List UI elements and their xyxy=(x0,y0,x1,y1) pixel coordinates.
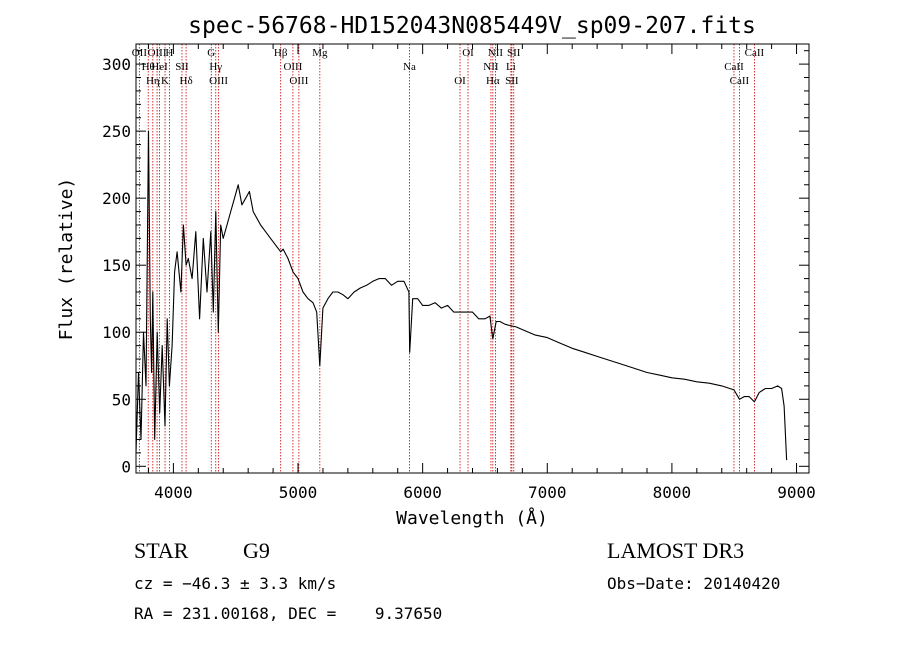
line-label: CaII xyxy=(730,75,750,87)
line-label: Hγ xyxy=(209,61,222,73)
line-label: HeI xyxy=(151,61,168,73)
y-tick-label: 300 xyxy=(102,55,131,74)
line-label: Li xyxy=(506,61,516,73)
line-labels: OIIHθHηOIIIHeIKHSIIHδGHγOIIIHβOIIIOIIIMg… xyxy=(132,47,765,87)
y-tick-label: 150 xyxy=(102,256,131,275)
line-label: CaII xyxy=(745,47,765,59)
x-tick-label: 5000 xyxy=(279,483,318,502)
line-label: OIII xyxy=(209,75,228,87)
y-axis: 0 50 100 150 200 250 300 xyxy=(102,50,809,476)
line-label: OIII xyxy=(148,47,167,59)
line-label: SII xyxy=(175,61,189,73)
x-tick-label: 4000 xyxy=(154,483,193,502)
y-axis-label: Flux (relative) xyxy=(56,178,77,341)
spectrum-line xyxy=(135,130,788,461)
survey-name: LAMOST DR3 xyxy=(607,538,745,563)
x-tick-label: 7000 xyxy=(528,483,567,502)
redshift-velocity: cz = −46.3 ± 3.3 km/s xyxy=(134,574,337,593)
line-label: G xyxy=(207,47,215,59)
object-subclass: G9 xyxy=(243,538,270,563)
line-label: SII xyxy=(507,47,521,59)
y-tick-label: 200 xyxy=(102,189,131,208)
line-label: Na xyxy=(403,61,416,73)
line-label: Hα xyxy=(486,75,500,87)
line-label: OI xyxy=(462,47,474,59)
spectrum-chart: spec-56768-HD152043N085449V_sp09-207.fit… xyxy=(56,13,816,529)
x-tick-label: 6000 xyxy=(403,483,442,502)
line-label: OIII xyxy=(283,61,302,73)
line-label: OIII xyxy=(289,75,308,87)
object-class: STAR xyxy=(134,538,189,563)
line-label: Hη xyxy=(146,75,160,87)
x-axis-label: Wavelength (Å) xyxy=(396,507,548,529)
line-label: Hβ xyxy=(274,47,288,59)
line-label: NII xyxy=(483,61,499,73)
chart-title: spec-56768-HD152043N085449V_sp09-207.fit… xyxy=(188,13,756,39)
y-tick-label: 50 xyxy=(112,390,131,409)
line-label: Hδ xyxy=(180,75,193,87)
line-label: H xyxy=(165,47,173,59)
line-label: Mg xyxy=(312,47,328,59)
line-label: SII xyxy=(505,75,519,87)
coordinates: RA = 231.00168, DEC = 9.37650 xyxy=(134,604,443,623)
y-tick-label: 0 xyxy=(121,457,131,476)
x-tick-label: 8000 xyxy=(653,483,692,502)
plot-frame xyxy=(135,43,810,474)
x-axis: 4000 5000 6000 7000 8000 9000 xyxy=(147,44,816,502)
line-label: OII xyxy=(132,47,148,59)
line-label: NII xyxy=(488,47,504,59)
line-markers xyxy=(138,44,755,473)
observation-date: Obs−Date: 20140420 xyxy=(607,574,781,593)
line-label: OI xyxy=(454,75,466,87)
y-tick-label: 100 xyxy=(102,323,131,342)
line-label: CaII xyxy=(724,61,744,73)
line-label: K xyxy=(161,75,169,87)
y-tick-label: 250 xyxy=(102,122,131,141)
x-tick-label: 9000 xyxy=(777,483,816,502)
